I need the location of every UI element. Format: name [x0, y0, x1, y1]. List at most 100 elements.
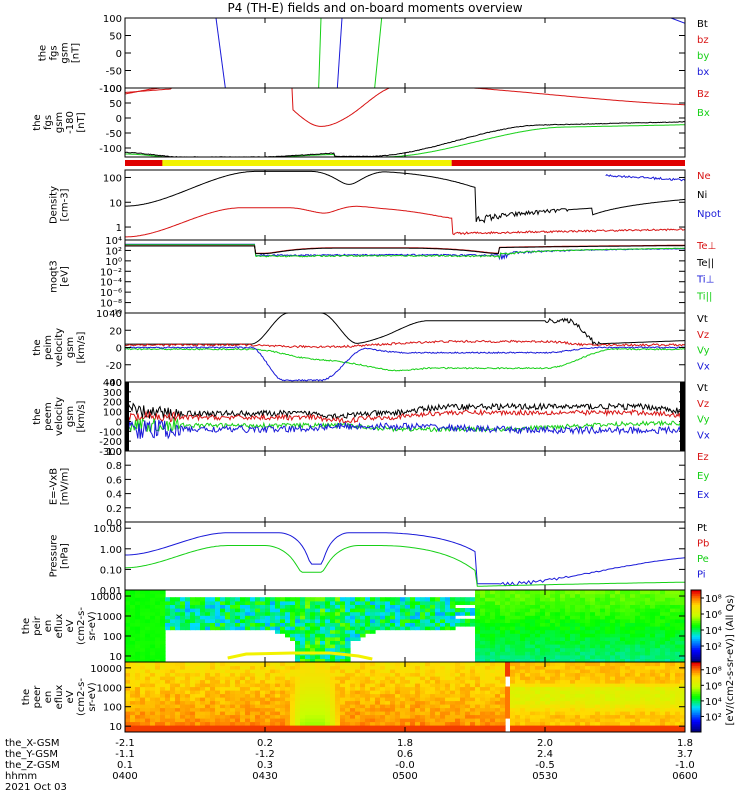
heat-cell [330, 665, 336, 670]
heat-cell [660, 669, 666, 674]
heat-cell [460, 714, 466, 719]
heat-cell [590, 593, 596, 598]
heat-cell [250, 721, 256, 726]
heat-cell [300, 615, 306, 620]
heat-cell [485, 590, 491, 595]
heat-cell [550, 590, 556, 595]
heat-cell [415, 600, 421, 605]
heat-cell [660, 679, 666, 684]
heat-cell [575, 611, 581, 616]
heat-cell [625, 593, 631, 598]
heat-cell [570, 693, 576, 698]
heat-cell [675, 654, 681, 659]
heat-cell [575, 676, 581, 681]
heat-cell [215, 711, 221, 716]
heat-cell [205, 711, 211, 716]
heat-cell [195, 608, 201, 613]
heat-cell [650, 721, 656, 726]
heat-cell [320, 679, 326, 684]
heat-cell [355, 707, 361, 712]
heat-cell [630, 690, 636, 695]
heat-cell [470, 718, 476, 723]
heat-cell [455, 662, 461, 667]
heat-cell [570, 686, 576, 691]
heat-cell [575, 647, 581, 652]
heat-cell [430, 704, 436, 709]
heat-cell [585, 707, 591, 712]
heat-cell [650, 728, 656, 732]
heat-cell [480, 651, 486, 656]
heat-cell [160, 651, 166, 656]
heat-cell [145, 672, 151, 677]
heat-cell [475, 693, 481, 698]
heat-cell [605, 711, 611, 716]
heat-cell [365, 629, 371, 634]
heat-cell [230, 714, 236, 719]
heat-cell [255, 622, 261, 627]
heat-cell [470, 622, 476, 627]
heat-cell [195, 669, 201, 674]
heat-cell [495, 644, 501, 649]
heat-cell [440, 615, 446, 620]
heat-cell [555, 683, 561, 688]
heat-cell [430, 679, 436, 684]
heat-cell [325, 658, 331, 662]
heat-cell [460, 693, 466, 698]
heat-cell [510, 604, 516, 609]
heat-cell [565, 676, 571, 681]
heat-cell [130, 707, 136, 712]
heat-cell [615, 633, 621, 638]
heat-cell [135, 721, 141, 726]
heat-cell [150, 693, 156, 698]
heat-cell [670, 647, 676, 652]
heat-cell [270, 669, 276, 674]
heat-cell [535, 662, 541, 667]
heat-cell [160, 665, 166, 670]
heat-cell [355, 718, 361, 723]
heat-cell [630, 718, 636, 723]
heat-cell [585, 640, 591, 645]
heat-cell [620, 590, 626, 595]
heat-cell [430, 686, 436, 691]
heat-cell [410, 700, 416, 705]
heat-cell [335, 662, 341, 667]
heat-cell [375, 711, 381, 716]
heat-cell [370, 622, 376, 627]
heat-cell [510, 700, 516, 705]
heat-cell [645, 707, 651, 712]
heat-cell [335, 633, 341, 638]
heat-cell [660, 704, 666, 709]
heat-cell [290, 721, 296, 726]
heat-cell [645, 718, 651, 723]
heat-cell [645, 618, 651, 623]
heat-cell [455, 665, 461, 670]
heat-cell [500, 665, 506, 670]
heat-cell [250, 604, 256, 609]
heat-cell [505, 693, 511, 698]
heat-cell [490, 669, 496, 674]
heat-cell [600, 704, 606, 709]
heat-cell [270, 611, 276, 616]
heat-cell [550, 629, 556, 634]
heat-cell [560, 629, 566, 634]
heat-cell [595, 593, 601, 598]
heat-cell [680, 651, 685, 656]
heat-cell [545, 679, 551, 684]
heat-cell [570, 604, 576, 609]
heat-cell [645, 676, 651, 681]
heat-cell [265, 679, 271, 684]
heat-cell [535, 725, 541, 730]
heat-cell [575, 651, 581, 656]
heat-cell [630, 711, 636, 716]
heat-cell [615, 725, 621, 730]
heat-cell [150, 721, 156, 726]
heat-cell [150, 622, 156, 627]
heat-cell [485, 647, 491, 652]
heat-cell [650, 683, 656, 688]
heat-cell [630, 644, 636, 649]
heat-cell [440, 728, 446, 732]
heat-cell [465, 728, 471, 732]
heat-cell [155, 644, 161, 649]
heat-cell [480, 718, 486, 723]
heat-cell [395, 714, 401, 719]
